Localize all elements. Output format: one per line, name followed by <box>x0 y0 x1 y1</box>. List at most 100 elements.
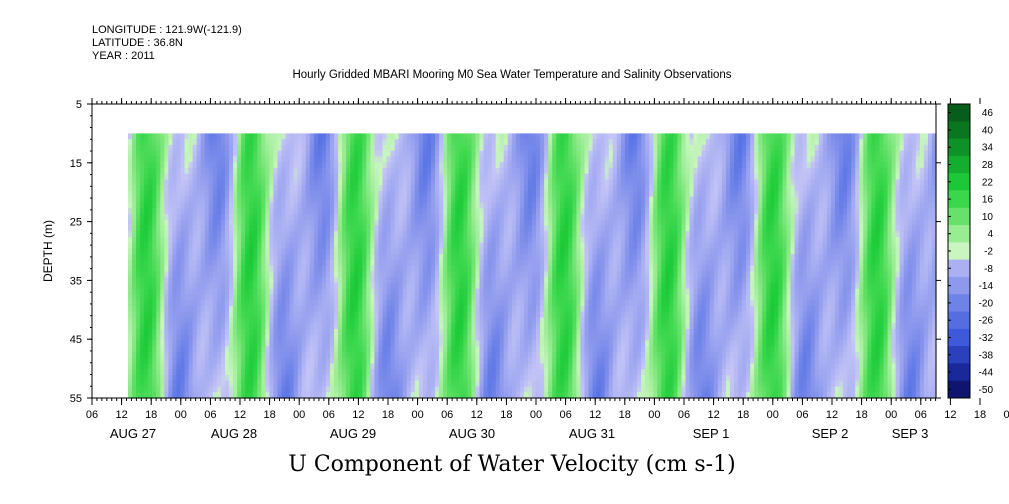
heatmap-cell <box>241 167 246 175</box>
heatmap-cell <box>540 346 545 353</box>
heatmap-cell <box>128 305 133 313</box>
heatmap-cell <box>564 156 569 163</box>
heatmap-cell <box>544 363 549 370</box>
heatmap-cell <box>471 185 477 192</box>
heatmap-cell <box>342 357 347 365</box>
heatmap-cell <box>378 144 384 152</box>
heatmap-cell <box>507 208 513 215</box>
heatmap-cell <box>317 363 323 370</box>
heatmap-cell <box>362 311 367 319</box>
heatmap-cell <box>188 196 194 204</box>
heatmap-cell <box>289 248 295 255</box>
heatmap-cell <box>527 173 533 181</box>
heatmap-cell <box>499 242 505 250</box>
heatmap-cell <box>556 311 561 319</box>
heatmap-cell <box>459 288 464 296</box>
heatmap-cell <box>325 213 331 221</box>
heatmap-cell <box>370 380 376 388</box>
heatmap-cell <box>277 208 283 215</box>
heatmap-cell <box>156 196 161 204</box>
heatmap-cell <box>132 300 137 307</box>
heatmap-cell <box>536 317 541 324</box>
heatmap-cell <box>313 277 319 284</box>
heatmap-cell <box>540 380 545 388</box>
heatmap-cell <box>212 190 218 198</box>
heatmap-cell <box>208 139 214 146</box>
heatmap-cell <box>265 340 270 347</box>
heatmap-cell <box>499 300 505 307</box>
heatmap-cell <box>378 139 384 146</box>
heatmap-cell <box>426 346 432 353</box>
heatmap-cell <box>132 282 137 290</box>
heatmap-cell <box>459 254 464 261</box>
heatmap-cell <box>200 323 206 330</box>
heatmap-cell <box>527 196 533 204</box>
heatmap-cell <box>552 300 557 307</box>
heatmap-cell <box>168 248 174 255</box>
heatmap-cell <box>180 277 186 284</box>
heatmap-cell <box>414 380 420 388</box>
heatmap-cell <box>475 300 481 307</box>
heatmap-cell <box>346 294 351 301</box>
heatmap-cell <box>208 271 214 278</box>
heatmap-cell <box>152 282 157 290</box>
heatmap-cell <box>192 357 198 365</box>
heatmap-cell <box>536 265 541 273</box>
heatmap-cell <box>325 144 331 152</box>
heatmap-cell <box>422 225 428 232</box>
heatmap-cell <box>148 225 153 232</box>
heatmap-cell <box>398 363 404 370</box>
heatmap-cell <box>338 179 343 186</box>
heatmap-cell <box>180 392 186 399</box>
heatmap-cell <box>277 271 283 278</box>
heatmap-cell <box>358 363 363 370</box>
heatmap-cell <box>208 346 214 353</box>
heatmap-cell <box>229 167 234 175</box>
heatmap-cell <box>406 323 412 330</box>
heatmap-cell <box>499 357 505 365</box>
heatmap-cell <box>556 392 561 399</box>
heatmap-cell <box>507 185 513 192</box>
heatmap-cell <box>447 213 452 221</box>
heatmap-cell <box>467 334 472 342</box>
heatmap-cell <box>188 277 194 284</box>
heatmap-cell <box>224 167 230 175</box>
heatmap-cell <box>523 225 529 232</box>
heatmap-cell <box>241 144 246 152</box>
heatmap-cell <box>176 190 182 198</box>
heatmap-cell <box>527 179 533 186</box>
heatmap-cell <box>273 150 279 158</box>
heatmap-cell <box>378 311 384 319</box>
heatmap-cell <box>503 294 509 301</box>
heatmap-cell <box>455 369 460 376</box>
heatmap-cell <box>378 323 384 330</box>
heatmap-cell <box>447 248 452 255</box>
heatmap-cell <box>224 185 230 192</box>
heatmap-cell <box>220 300 226 307</box>
heatmap-cell <box>548 334 553 342</box>
heatmap-cell <box>374 351 380 359</box>
heatmap-cell <box>285 202 291 209</box>
heatmap-cell <box>527 202 533 209</box>
heatmap-cell <box>507 340 513 347</box>
heatmap-cell <box>422 219 428 227</box>
heatmap-cell <box>439 282 444 290</box>
heatmap-cell <box>463 167 468 175</box>
heatmap-cell <box>176 185 182 192</box>
heatmap-cell <box>200 133 206 140</box>
heatmap-cell <box>285 196 291 204</box>
heatmap-cell <box>410 219 416 227</box>
heatmap-cell <box>265 133 270 140</box>
heatmap-cell <box>346 386 351 393</box>
heatmap-cell <box>285 185 291 192</box>
heatmap-cell <box>325 236 331 244</box>
heatmap-cell <box>370 277 376 284</box>
heatmap-cell <box>208 374 214 382</box>
heatmap-cell <box>459 369 464 376</box>
heatmap-cell <box>463 190 468 198</box>
heatmap-cell <box>447 254 452 261</box>
heatmap-cell <box>277 351 283 359</box>
heatmap-cell <box>370 225 376 232</box>
heatmap-cell <box>237 340 242 347</box>
heatmap-cell <box>544 265 549 273</box>
